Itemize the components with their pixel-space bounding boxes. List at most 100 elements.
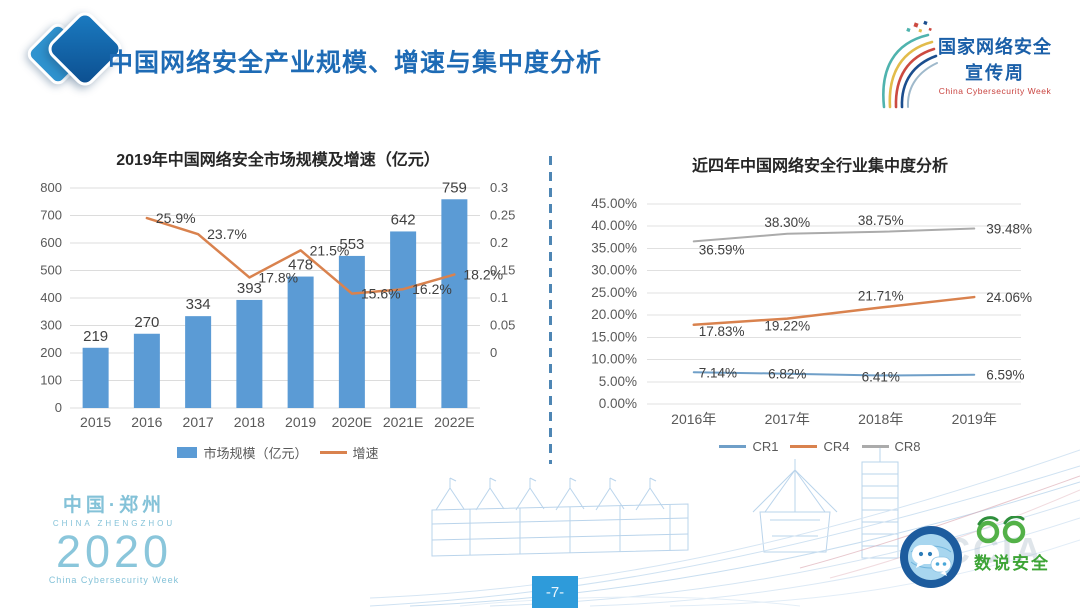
line-CR4: [692, 295, 976, 327]
CR1-point-label: 6.41%: [862, 370, 900, 385]
legend-label: CR8: [894, 439, 921, 454]
growth-point-label: 21.5%: [310, 242, 350, 258]
shushuo-security-logo: 数说安全: [974, 515, 1074, 574]
bar-2022E: [441, 199, 468, 408]
growth-point-label: 25.9%: [156, 210, 196, 226]
growth-point-label: 15.6%: [361, 286, 401, 302]
chart2-grid: [647, 203, 1021, 405]
growth-point-label: 16.2%: [412, 281, 452, 297]
chart1-x-label: 2021E: [383, 414, 423, 430]
bar-value-label: 219: [83, 328, 108, 345]
CR4-point-label: 24.06%: [986, 290, 1032, 305]
wechat-seal-icon: [900, 526, 962, 588]
legend-item-bars: 市场规模（亿元）: [177, 443, 308, 462]
bar-2019: [287, 276, 314, 408]
page-number: -7-: [532, 576, 578, 608]
legend-label: 市场规模（亿元）: [203, 446, 308, 461]
bar-2020E: [338, 255, 365, 408]
chart1-left-tick: 200: [40, 345, 62, 360]
shushuo-security-name: 数说安全: [974, 554, 1050, 573]
chart2-y-tick: 45.00%: [591, 196, 637, 211]
chart1-left-tick: 300: [40, 318, 62, 333]
chart1-left-tick: 600: [40, 235, 62, 250]
CR8-point-label: 39.48%: [986, 222, 1032, 237]
chart1-x-label: 2015: [80, 414, 111, 430]
legend-swatch-icon: [319, 451, 347, 454]
CR1-point-label: 6.82%: [768, 367, 806, 382]
event-logo-subtitle: China Cybersecurity Week: [938, 86, 1052, 96]
host-week: China Cybersecurity Week: [48, 575, 180, 586]
bar-value-label: 478: [288, 257, 313, 274]
chart1-x-label: 2018: [234, 414, 265, 430]
chart1-left-tick: 400: [40, 290, 62, 305]
CR1-point-label: 6.59%: [986, 368, 1024, 383]
CR8-point-label: 36.59%: [699, 242, 745, 257]
legend-label: 增速: [352, 446, 379, 461]
bar-2021E: [390, 231, 417, 408]
chart1-right-tick: 0.2: [490, 235, 508, 250]
CR1-point-label: 7.14%: [699, 365, 737, 380]
bar-2015: [82, 347, 109, 408]
concentration-chart: 近四年中国网络安全行业集中度分析 45.00% 40.00% 35.00% 30.00…: [575, 156, 1065, 454]
chart1-x-label: 2017: [183, 414, 214, 430]
CR4-point-label: 21.71%: [858, 289, 904, 304]
bar-2016: [133, 333, 160, 408]
green-rings-icon: [976, 515, 1026, 544]
host-year: 2020: [55, 526, 173, 577]
chart1-title: 2019年中国网络安全市场规模及增速（亿元）: [116, 152, 440, 169]
host-city-logo: 中国·郑州 CHINA ZHENGZHOU 2020 China Cyberse…: [30, 490, 198, 585]
legend-item-CR1: CR1: [719, 439, 778, 454]
chart1-legend: 市场规模（亿元） 增速: [28, 443, 528, 462]
chart2-x-label: 2016年: [671, 411, 716, 427]
growth-point-label: 18.2%: [463, 267, 503, 283]
chart2-y-tick: 15.00%: [591, 329, 637, 344]
chart2-y-tick: 40.00%: [591, 218, 637, 233]
legend-swatch-icon: [177, 447, 198, 458]
legend-item-CR8: CR8: [861, 439, 921, 454]
bar-value-label: 334: [186, 296, 211, 313]
growth-point-label: 23.7%: [207, 226, 247, 242]
chart1-right-tick: 0.3: [490, 180, 508, 195]
chart1-left-tick: 700: [40, 208, 62, 223]
chart2-y-tick: 30.00%: [591, 263, 637, 278]
line-CR8: [692, 227, 976, 243]
chart1-x-label: 2019: [285, 414, 316, 430]
growth-rate-line: [145, 216, 456, 295]
CR4-point-label: 19.22%: [764, 319, 810, 334]
chart2-x-label: 2018年: [858, 411, 903, 427]
chart1-right-tick: 0: [490, 345, 497, 360]
growth-point-label: 17.8%: [258, 269, 298, 285]
bar-value-label: 759: [442, 179, 467, 196]
chart2-y-tick: 25.00%: [591, 285, 637, 300]
bar-2018: [236, 299, 263, 408]
chart2-y-tick: 20.00%: [591, 307, 637, 322]
bar-value-label: 642: [391, 211, 416, 228]
legend-swatch-icon: [719, 445, 747, 448]
legend-label: CR4: [823, 439, 850, 454]
chart2-y-tick: 5.00%: [599, 374, 637, 389]
logo-swoosh-icon: [882, 20, 938, 108]
page-title: 中国网络安全产业规模、增速与集中度分析: [108, 48, 603, 77]
CR8-point-label: 38.75%: [858, 213, 904, 228]
chart2-y-tick: 0.00%: [599, 396, 637, 411]
bar-value-label: 553: [339, 236, 364, 253]
CR4-point-label: 17.83%: [699, 324, 745, 339]
market-size-bars: [82, 199, 468, 408]
legend-swatch-icon: [790, 445, 818, 448]
chart1-x-label: 2016: [131, 414, 162, 430]
logo-dots-icon: [906, 20, 932, 33]
chart1-right-tick: 0.05: [490, 318, 515, 333]
chart2-title: 近四年中国网络安全行业集中度分析: [691, 158, 948, 175]
chart1-canvas: 800 0.3 700 0.25 600 0.2 500 0.15 400 0.1 300 0.05 2…: [40, 179, 515, 430]
chart2-legend: CR1 CR4 CR8: [575, 439, 1065, 454]
chart1-left-tick: 100: [40, 373, 62, 388]
chart2-x-label: 2019年: [952, 411, 997, 427]
chart1-x-label: 2022E: [434, 414, 474, 430]
host-city-cn: 中国·郑州: [62, 495, 166, 516]
legend-item-line: 增速: [319, 443, 379, 462]
chart2-canvas: 45.00% 40.00% 35.00% 30.00% 25.00% 20.00% 15.0…: [591, 196, 1032, 427]
vertical-dashed-divider: [549, 156, 552, 464]
bar-value-label: 270: [134, 314, 159, 331]
host-city-en: CHINA ZHENGZHOU: [52, 519, 176, 528]
